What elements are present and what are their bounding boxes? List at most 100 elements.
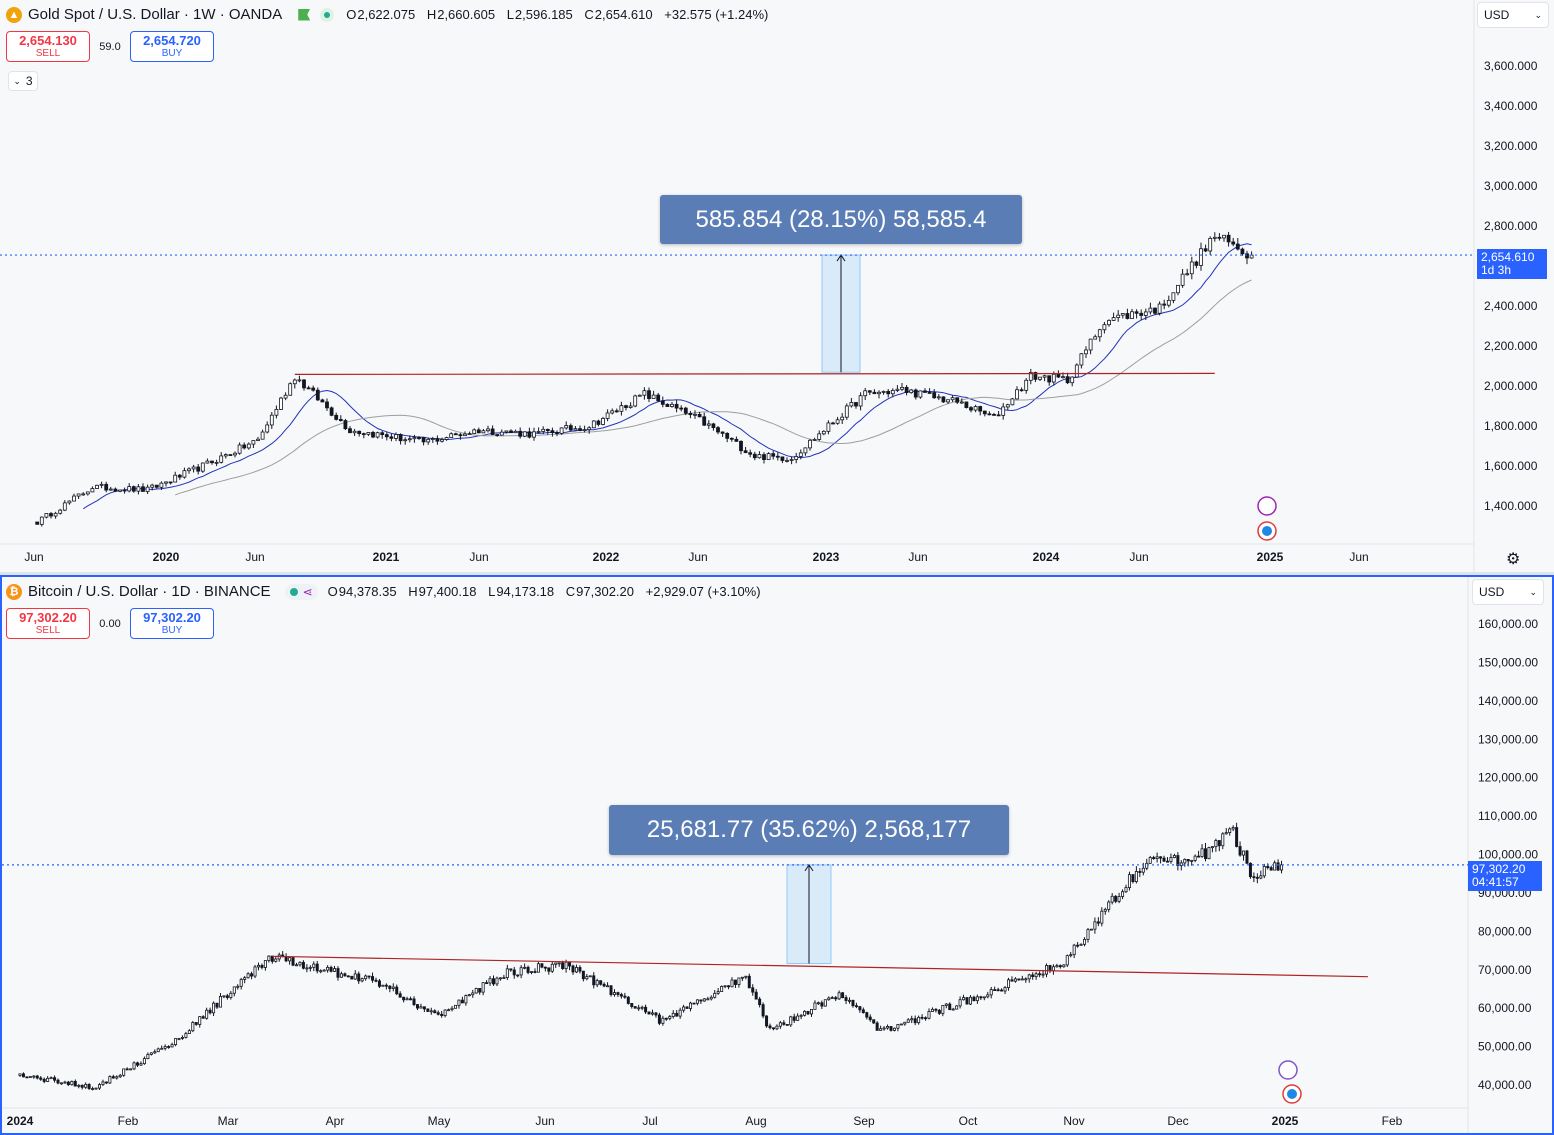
candle <box>651 1012 655 1015</box>
candle <box>581 970 585 980</box>
btc-measure-label[interactable]: 25,681.77 (35.62%) 2,568,177 <box>609 805 1009 855</box>
candle <box>744 975 748 978</box>
time-axis-tick: Jun <box>1129 550 1148 564</box>
candle <box>530 971 534 973</box>
btc-last-price-label: 97,302.20 04:41:57 <box>1468 861 1542 891</box>
time-axis-tick: Jun <box>688 550 707 564</box>
gold-currency-select[interactable]: USD ⌄ <box>1477 2 1549 28</box>
candle <box>1051 966 1055 972</box>
btc-status-badge[interactable]: ⋖ <box>284 583 318 600</box>
gear-icon[interactable]: ⚙ <box>1506 551 1521 568</box>
candle <box>467 433 472 435</box>
candle <box>821 430 826 435</box>
candle <box>835 419 840 424</box>
candle <box>1145 862 1149 869</box>
btc-chart[interactable]: 40,000.00 50,000.00 60,000.00 70,000.00 80,0… <box>2 577 1552 1133</box>
time-axis-tick: Nov <box>1063 1114 1084 1128</box>
market-status-icon[interactable] <box>320 7 335 22</box>
chevron-down-icon: ⌄ <box>1534 9 1542 20</box>
candle <box>730 979 734 988</box>
candle <box>1231 241 1236 245</box>
candle <box>609 985 613 995</box>
gold-measure-label[interactable]: 585.854 (28.15%) 58,585.4 <box>660 195 1022 244</box>
candle <box>794 456 799 460</box>
candle <box>612 992 616 995</box>
gold-chart-pane[interactable]: 1,400.000 1,600.000 1,800.000 2,000.000 2,20… <box>0 0 1554 572</box>
btc-chart-pane[interactable]: 40,000.00 50,000.00 60,000.00 70,000.00 80,0… <box>0 575 1554 1135</box>
candle <box>398 434 403 442</box>
flag-icon[interactable] <box>298 8 311 21</box>
candle <box>343 973 347 977</box>
candle <box>536 963 540 973</box>
candle <box>1155 856 1159 859</box>
candle <box>656 394 661 402</box>
time-axis-tick: Oct <box>959 1114 978 1128</box>
candle <box>125 1068 129 1071</box>
candle <box>679 407 684 410</box>
time-axis-tick: Aug <box>745 1114 766 1128</box>
candle <box>1231 827 1235 830</box>
candle <box>881 390 886 393</box>
candle <box>284 956 288 962</box>
candle <box>951 1008 955 1011</box>
candle <box>422 1006 426 1010</box>
candle <box>906 1019 910 1023</box>
candle <box>104 483 109 491</box>
candle <box>879 1028 883 1031</box>
candle <box>1217 236 1222 239</box>
candle <box>1069 954 1073 957</box>
candle <box>1235 827 1239 847</box>
candle <box>366 432 371 435</box>
candle <box>550 963 554 972</box>
time-axis-tick: 2025 <box>1272 1114 1299 1128</box>
candle <box>959 401 964 404</box>
candle <box>301 961 305 969</box>
candle <box>923 390 927 393</box>
candle <box>458 434 463 437</box>
candle <box>808 439 812 449</box>
candle <box>803 1010 807 1016</box>
candle <box>265 424 270 433</box>
candle <box>364 975 368 980</box>
candle <box>97 1084 101 1089</box>
btc-buy-button[interactable]: 97,302.20 BUY <box>130 608 214 639</box>
btc-symbol-title[interactable]: Bitcoin / U.S. Dollar · 1D · BINANCE <box>28 583 271 600</box>
pane-divider[interactable] <box>0 572 1554 575</box>
candle <box>205 460 210 464</box>
candle <box>1019 389 1024 392</box>
candle <box>291 957 295 966</box>
candle <box>1221 833 1225 847</box>
candle <box>435 438 440 442</box>
candle <box>1199 248 1203 266</box>
candle <box>637 1007 641 1010</box>
gold-buy-button[interactable]: 2,654.720 BUY <box>130 31 214 62</box>
candle <box>762 454 766 461</box>
candle <box>1062 964 1066 968</box>
gold-change: +32.575 (+1.24%) <box>664 7 769 22</box>
gold-sell-button[interactable]: 2,654.130 SELL <box>6 31 90 62</box>
candle <box>816 1002 820 1005</box>
candle <box>699 999 703 1002</box>
candle <box>467 994 471 997</box>
candle <box>895 388 900 391</box>
candle <box>485 982 489 985</box>
candle <box>588 975 592 978</box>
candle <box>771 1027 775 1030</box>
candle <box>412 437 417 440</box>
btc-sell-button[interactable]: 97,302.20 SELL <box>6 608 90 639</box>
candle <box>108 1076 112 1084</box>
candle <box>1266 866 1270 868</box>
candle <box>412 998 416 1005</box>
candle <box>429 1010 433 1013</box>
candle <box>433 1010 437 1014</box>
candle <box>765 1015 769 1027</box>
candle <box>867 390 872 393</box>
indicators-toggle-button[interactable]: ⌄ 3 <box>8 71 38 91</box>
candle <box>1065 376 1070 384</box>
btc-trade-buttons: 97,302.20 SELL 0.00 97,302.20 BUY <box>6 608 214 639</box>
candle <box>361 433 366 436</box>
btc-currency-select[interactable]: USD ⌄ <box>1472 579 1544 605</box>
candle <box>729 437 734 440</box>
gold-chart[interactable]: 1,400.000 1,600.000 1,800.000 2,000.000 2,20… <box>0 0 1554 572</box>
gold-symbol-title[interactable]: Gold Spot / U.S. Dollar · 1W · OANDA <box>28 6 283 23</box>
